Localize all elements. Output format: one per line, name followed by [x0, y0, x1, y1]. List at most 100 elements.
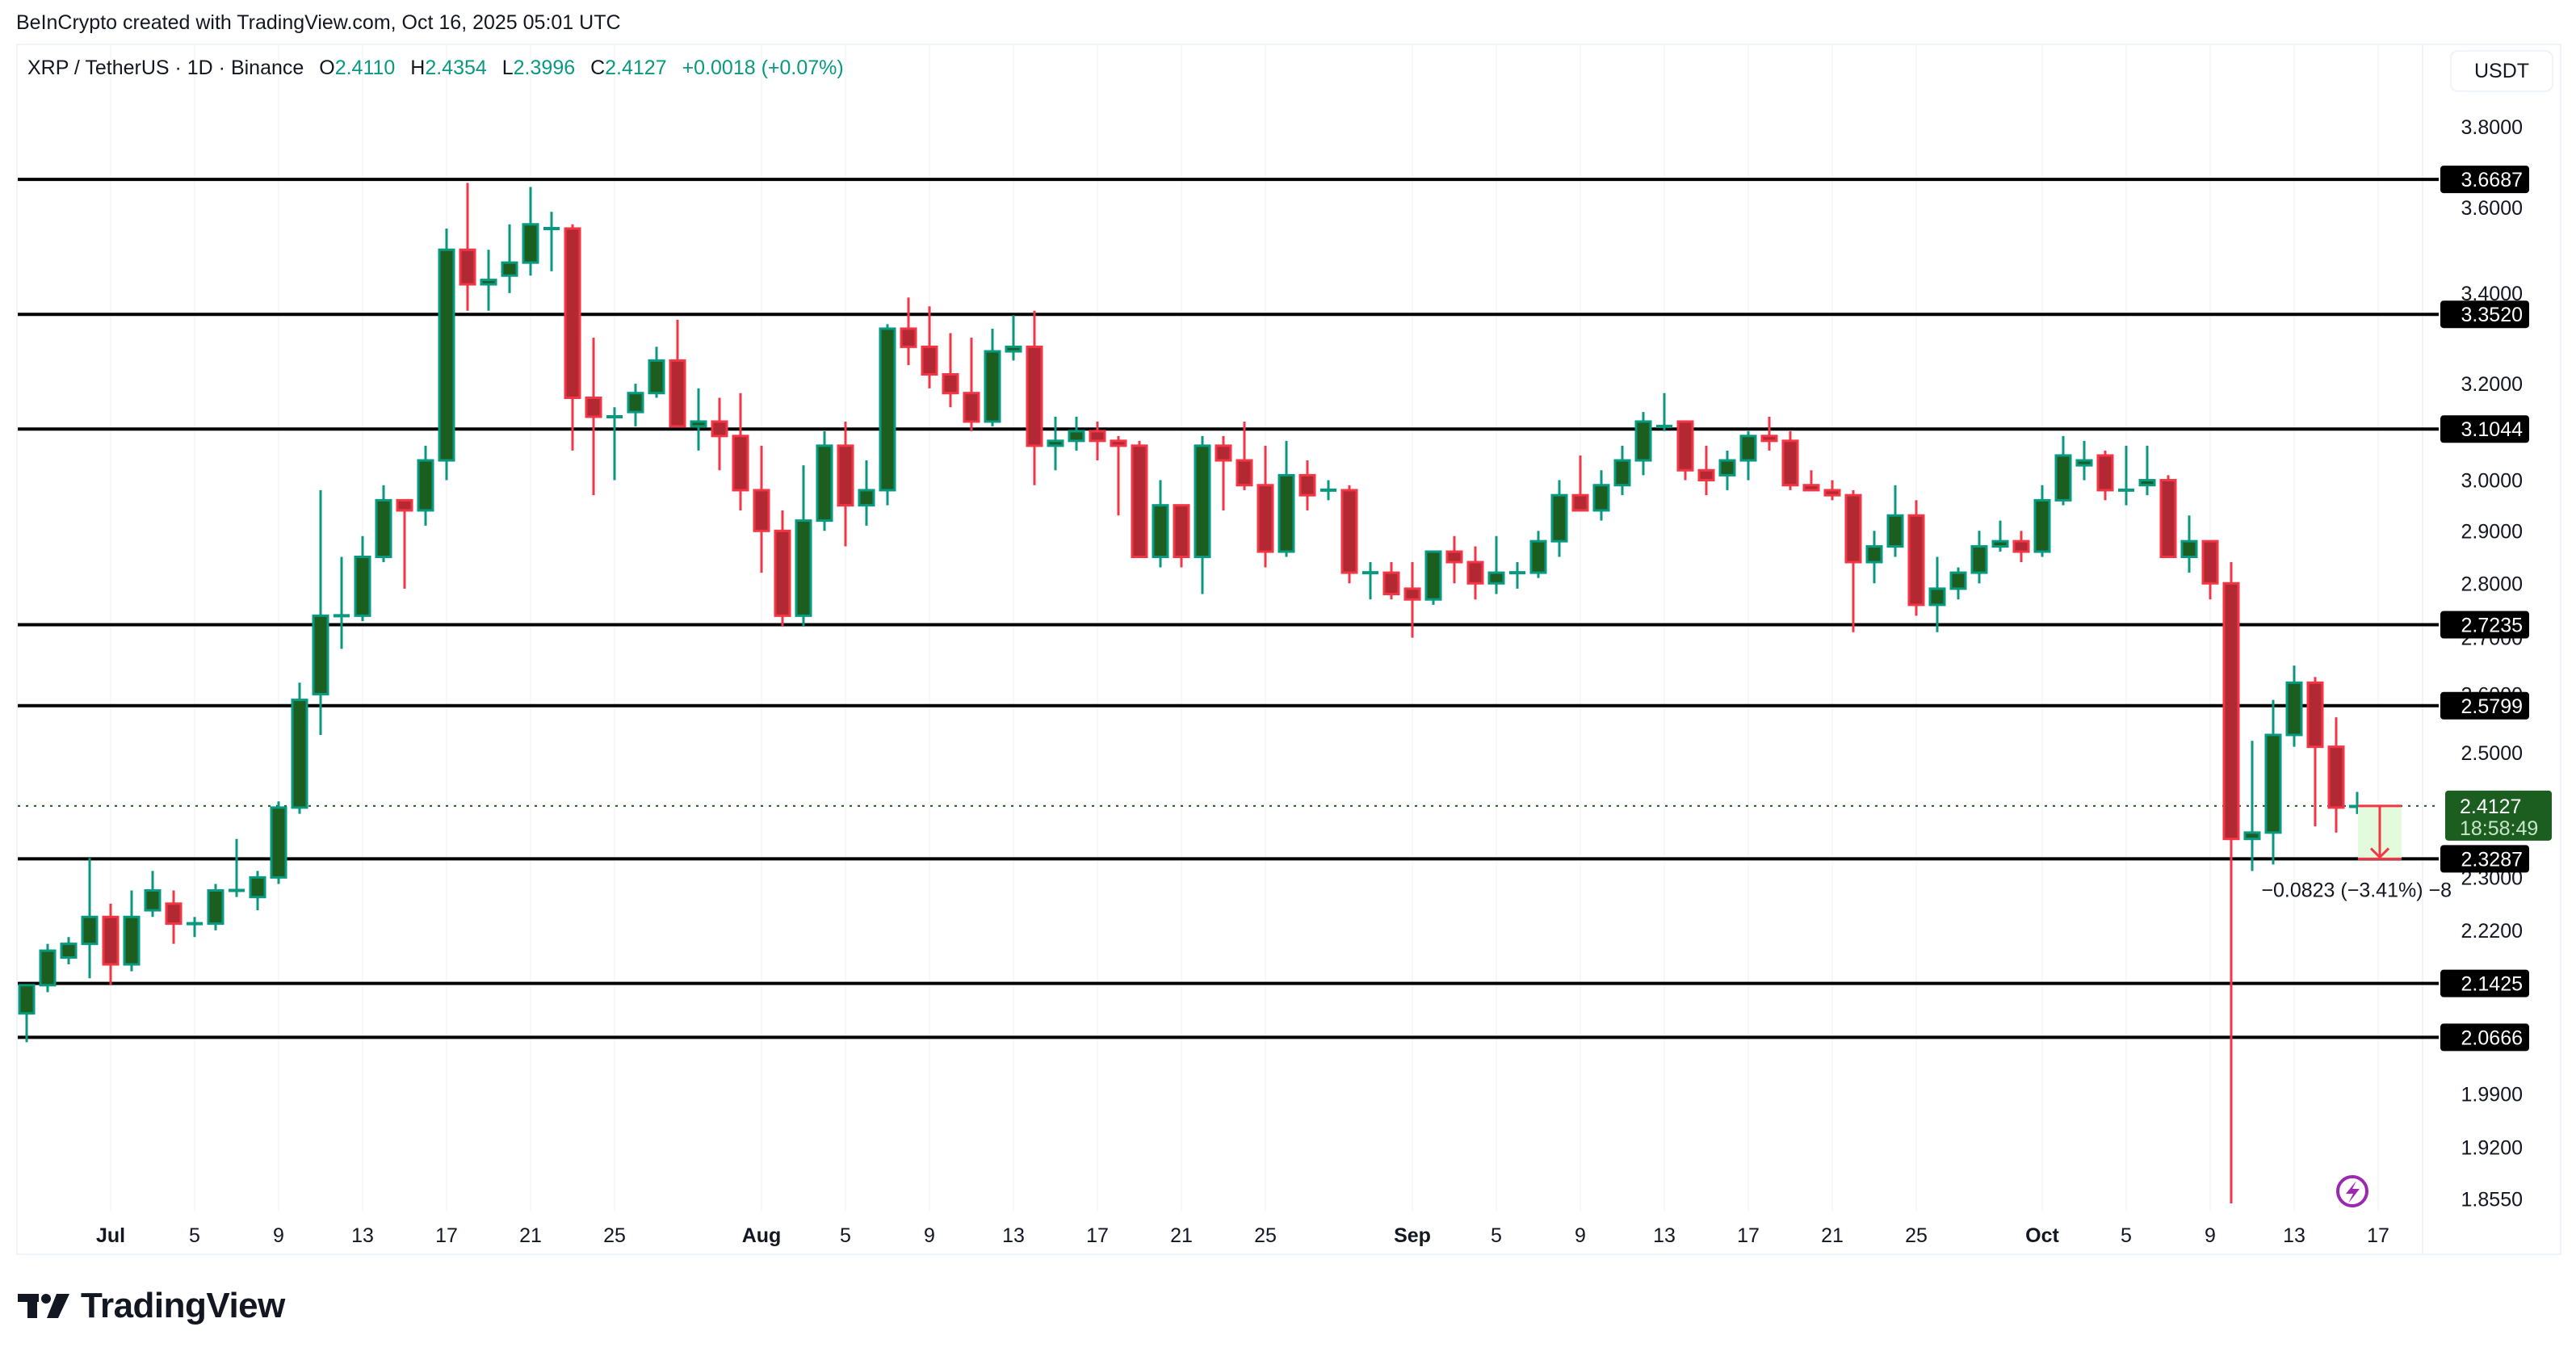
candle[interactable]	[543, 212, 560, 271]
candle[interactable]	[1928, 556, 1946, 632]
candle[interactable]	[165, 890, 183, 944]
candle[interactable]	[1550, 480, 1568, 557]
candle[interactable]	[375, 485, 392, 563]
candle[interactable]	[816, 430, 833, 531]
candle[interactable]	[1424, 550, 1442, 605]
candle[interactable]	[2118, 445, 2134, 506]
candle[interactable]	[123, 890, 141, 972]
candle[interactable]	[963, 338, 980, 431]
candle[interactable]	[312, 489, 329, 735]
candle[interactable]	[18, 984, 36, 1043]
candle[interactable]	[1907, 500, 1925, 616]
candle[interactable]	[480, 250, 497, 311]
candle[interactable]	[1068, 417, 1085, 451]
candle[interactable]	[1298, 460, 1316, 510]
candle[interactable]	[522, 187, 539, 276]
candle[interactable]	[648, 346, 665, 398]
candle[interactable]	[81, 858, 99, 979]
candle[interactable]	[1340, 485, 1358, 584]
candle[interactable]	[1865, 531, 1883, 584]
candle[interactable]	[102, 903, 120, 985]
candle[interactable]	[2012, 531, 2030, 563]
candle[interactable]	[1613, 445, 1631, 496]
candle[interactable]	[249, 871, 266, 911]
candle[interactable]	[2222, 562, 2240, 1203]
flash-icon[interactable]	[2336, 1175, 2368, 1207]
candle[interactable]	[187, 917, 203, 938]
candle[interactable]	[2180, 515, 2198, 573]
candle[interactable]	[1781, 430, 1799, 490]
candle[interactable]	[501, 224, 518, 293]
candle[interactable]	[669, 319, 686, 428]
candle[interactable]	[858, 460, 875, 526]
candle[interactable]	[1445, 535, 1463, 584]
candle[interactable]	[1697, 445, 1715, 496]
candle[interactable]	[1173, 504, 1190, 568]
candle[interactable]	[270, 801, 287, 884]
candle[interactable]	[1005, 315, 1022, 361]
candle[interactable]	[1382, 562, 1400, 600]
symbol-title[interactable]: XRP / TetherUS · 1D · Binance	[27, 57, 304, 79]
candle[interactable]	[1131, 440, 1148, 558]
candle[interactable]	[921, 306, 938, 388]
candle[interactable]	[2264, 699, 2282, 865]
candle[interactable]	[1257, 445, 1274, 568]
candle[interactable]	[2138, 445, 2156, 496]
candle[interactable]	[1634, 412, 1652, 476]
candle[interactable]	[2033, 485, 2051, 557]
candle[interactable]	[417, 445, 434, 526]
candle[interactable]	[396, 498, 413, 589]
candle[interactable]	[879, 324, 896, 506]
candle[interactable]	[1571, 455, 1589, 512]
candle[interactable]	[144, 871, 162, 917]
candle[interactable]	[2075, 440, 2093, 481]
price-axis[interactable]: 3.80003.60003.40003.20003.00002.90002.80…	[2440, 116, 2552, 1211]
candle[interactable]	[2327, 717, 2345, 833]
candle[interactable]	[1403, 562, 1421, 638]
time-axis[interactable]: Jul 5 9 13 17 21 25 Aug 5 9 13 17 21 25 Sep 5 9 13 17 21 25 O…	[96, 1224, 2389, 1247]
candle[interactable]	[2306, 677, 2324, 827]
candle[interactable]	[837, 421, 854, 547]
candle[interactable]	[564, 224, 581, 451]
candle[interactable]	[942, 333, 959, 408]
candle[interactable]	[1718, 450, 1736, 490]
candle[interactable]	[438, 228, 455, 481]
candle[interactable]	[1236, 421, 1253, 490]
candle[interactable]	[2159, 475, 2177, 558]
candle[interactable]	[795, 465, 812, 627]
price-range-measure[interactable]: −0.0823 (−3.41%) −8	[2261, 804, 2452, 902]
candle[interactable]	[585, 338, 602, 496]
candle[interactable]	[753, 445, 770, 573]
candle[interactable]	[2243, 741, 2261, 871]
candle[interactable]	[690, 388, 707, 451]
candle[interactable]	[2285, 666, 2303, 747]
candle[interactable]	[1760, 417, 1778, 451]
candle[interactable]	[1047, 417, 1064, 471]
candle[interactable]	[39, 943, 57, 993]
candle[interactable]	[291, 682, 308, 814]
candle[interactable]	[2096, 450, 2114, 501]
candle[interactable]	[1823, 480, 1841, 501]
candle[interactable]	[1215, 435, 1232, 510]
candle[interactable]	[2054, 435, 2072, 506]
candle[interactable]	[711, 397, 728, 471]
candle[interactable]	[1362, 562, 1378, 600]
candle[interactable]	[334, 556, 350, 649]
candle[interactable]	[1739, 430, 1757, 481]
candle[interactable]	[1844, 489, 1862, 632]
candle[interactable]	[1026, 310, 1043, 485]
candle[interactable]	[229, 838, 245, 897]
candle[interactable]	[1529, 531, 1547, 578]
currency-button[interactable]: USDT	[2450, 50, 2553, 92]
candle[interactable]	[1278, 440, 1295, 557]
candle[interactable]	[1320, 480, 1336, 501]
candle[interactable]	[60, 937, 78, 965]
candle[interactable]	[1676, 420, 1694, 481]
candle[interactable]	[1592, 470, 1610, 521]
candle[interactable]	[1152, 480, 1169, 568]
candle[interactable]	[1089, 421, 1106, 461]
candle[interactable]	[900, 297, 917, 366]
candle[interactable]	[354, 535, 371, 622]
candle[interactable]	[774, 510, 791, 627]
